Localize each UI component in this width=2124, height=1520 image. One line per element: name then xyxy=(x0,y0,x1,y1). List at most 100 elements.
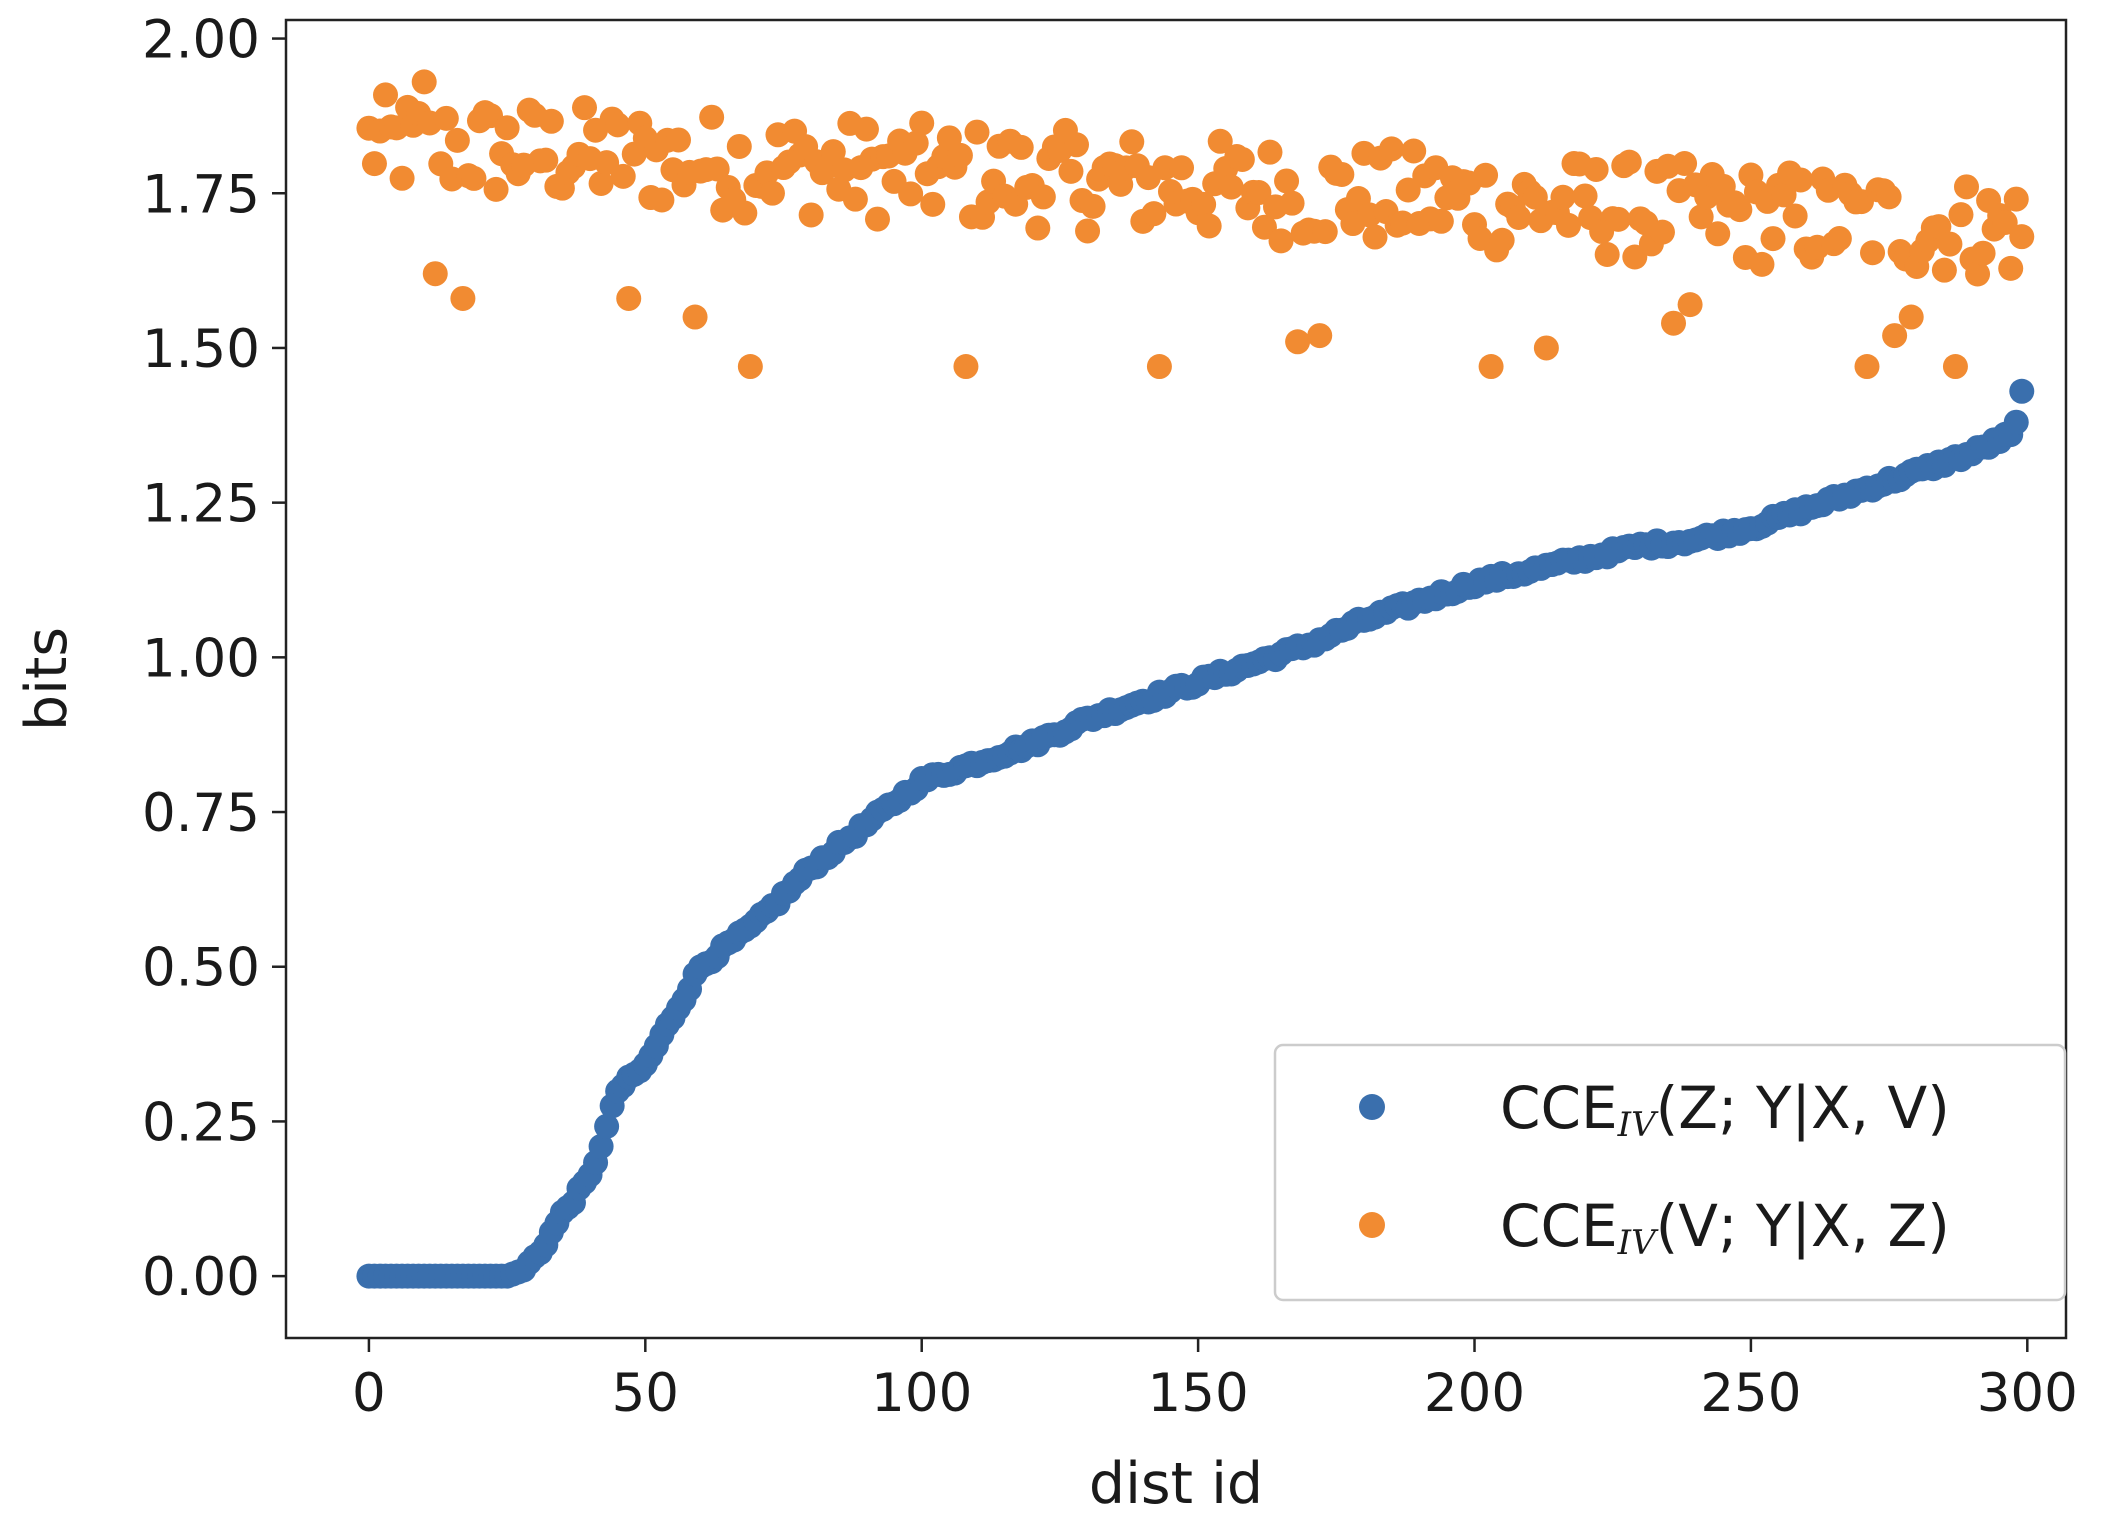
orange-point xyxy=(1251,214,1277,240)
orange-point xyxy=(1998,255,2024,281)
orange-point xyxy=(1428,208,1454,234)
orange-point xyxy=(1876,184,1902,210)
orange-point xyxy=(759,180,785,206)
orange-point xyxy=(1583,156,1609,182)
orange-point xyxy=(1257,139,1283,165)
orange-point xyxy=(947,142,973,168)
x-tick-label: 250 xyxy=(1700,1363,1801,1424)
orange-point xyxy=(444,127,470,153)
orange-point xyxy=(732,200,758,226)
orange-point xyxy=(389,165,415,191)
orange-point xyxy=(1025,215,1051,241)
plot-area xyxy=(356,69,2035,1289)
orange-point xyxy=(1379,136,1405,162)
orange-point xyxy=(665,127,691,153)
orange-point xyxy=(1572,183,1598,209)
orange-point xyxy=(433,105,459,131)
orange-point xyxy=(909,110,935,136)
orange-point xyxy=(1882,323,1908,349)
orange-point xyxy=(1860,240,1886,266)
orange-point xyxy=(853,116,879,142)
orange-point xyxy=(461,165,487,191)
orange-point xyxy=(699,104,725,130)
orange-point xyxy=(1218,174,1244,200)
y-axis-label: bits xyxy=(14,627,80,731)
orange-point xyxy=(422,261,448,287)
x-tick-label: 300 xyxy=(1977,1363,2078,1424)
orange-point xyxy=(411,69,437,95)
orange-point xyxy=(588,170,614,196)
orange-point xyxy=(1931,257,1957,283)
orange-point xyxy=(1191,191,1217,217)
orange-point xyxy=(1246,180,1272,206)
y-tick-label: 1.25 xyxy=(142,474,260,535)
orange-point xyxy=(1141,201,1167,227)
orange-point xyxy=(1992,209,2018,235)
orange-point xyxy=(903,130,929,156)
x-tick-label: 100 xyxy=(871,1363,972,1424)
x-tick-label: 50 xyxy=(612,1363,679,1424)
orange-point xyxy=(920,191,946,217)
orange-point xyxy=(1677,292,1703,318)
orange-point xyxy=(450,285,476,311)
legend-entry-label: CCEIV(Z; Y|X, V) xyxy=(1500,1074,1950,1145)
blue-point xyxy=(594,1113,620,1139)
orange-point xyxy=(1522,184,1548,210)
orange-point xyxy=(1080,193,1106,219)
orange-point xyxy=(483,176,509,202)
y-tick-label: 1.00 xyxy=(142,628,260,689)
orange-point xyxy=(1075,218,1101,244)
orange-point xyxy=(1506,205,1532,231)
orange-point xyxy=(1649,219,1675,245)
orange-point xyxy=(1942,354,1968,380)
orange-point xyxy=(1207,128,1233,154)
orange-point xyxy=(1594,242,1620,268)
orange-point xyxy=(1533,335,1559,361)
orange-point xyxy=(1661,310,1687,336)
orange-point xyxy=(1788,167,1814,193)
orange-point xyxy=(1965,261,1991,287)
orange-point xyxy=(1058,158,1084,184)
orange-point xyxy=(572,95,598,121)
orange-point xyxy=(1229,146,1255,172)
legend-entry-label: CCEIV(V; Y|X, Z) xyxy=(1500,1192,1950,1263)
orange-point xyxy=(1937,231,1963,257)
orange-point xyxy=(704,156,730,182)
orange-point xyxy=(1826,226,1852,252)
orange-point xyxy=(1478,354,1504,380)
orange-point xyxy=(1063,132,1089,158)
orange-point xyxy=(594,150,620,176)
orange-point xyxy=(1307,323,1333,349)
orange-point xyxy=(1489,227,1515,253)
orange-point xyxy=(1760,226,1786,252)
axes: 0 50 100 150 200 250 300 0.00 0.25 0.50 0.75 1.00 1.… xyxy=(142,10,2078,1424)
orange-point xyxy=(1030,184,1056,210)
orange-point xyxy=(953,354,979,380)
orange-point xyxy=(1605,206,1631,232)
plot-frame xyxy=(284,18,2068,1340)
orange-point xyxy=(737,354,763,380)
legend: CCEIV(Z; Y|X, V) CCEIV(V; Y|X, Z) xyxy=(1273,1043,2067,1302)
y-tick-label: 0.25 xyxy=(142,1092,260,1153)
orange-point xyxy=(494,115,520,141)
orange-point xyxy=(820,139,846,165)
orange-point xyxy=(1672,151,1698,177)
y-tick-label: 0.00 xyxy=(142,1247,260,1308)
blue-point xyxy=(2003,409,2029,435)
orange-point xyxy=(533,147,559,173)
orange-point xyxy=(1749,251,1775,277)
orange-point xyxy=(1473,162,1499,188)
y-tick-label: 1.50 xyxy=(142,319,260,380)
orange-point xyxy=(1285,329,1311,355)
orange-point xyxy=(1688,204,1714,230)
orange-point xyxy=(1268,228,1294,254)
y-tick-label: 2.00 xyxy=(142,10,260,71)
orange-point xyxy=(1274,168,1300,194)
orange-point xyxy=(1705,221,1731,247)
orange-point xyxy=(726,133,752,159)
orange-point xyxy=(1953,174,1979,200)
orange-point xyxy=(1782,203,1808,229)
orange-point xyxy=(898,181,924,207)
orange-point xyxy=(1898,304,1924,330)
orange-point xyxy=(1196,213,1222,239)
